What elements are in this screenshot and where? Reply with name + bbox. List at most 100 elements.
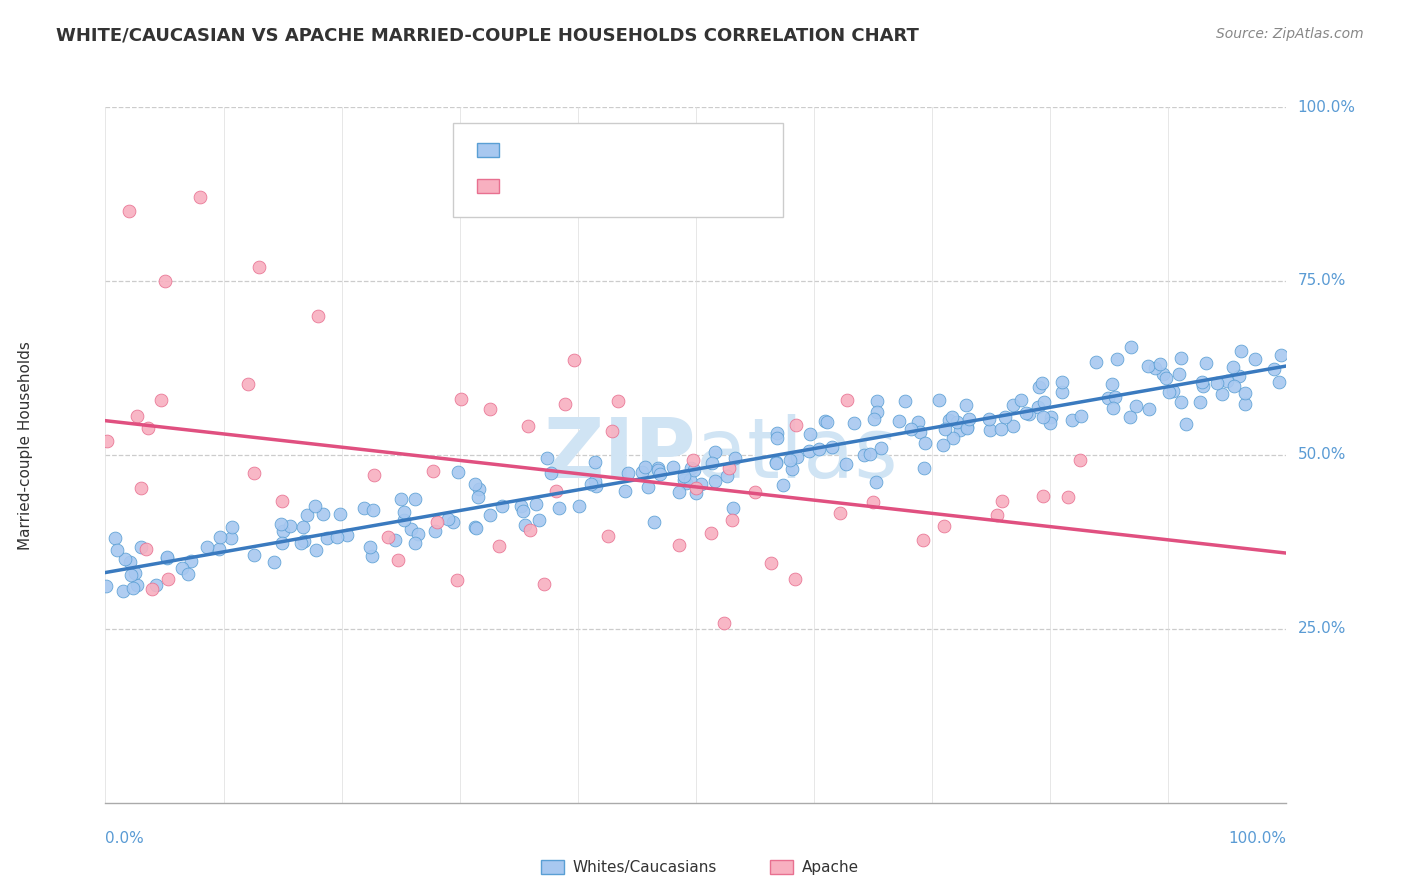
Point [94, 579, 117, 593]
Point [437, 512, 460, 526]
Point [938, 413, 960, 427]
Point [517, 419, 540, 434]
Point [1137, 402, 1160, 417]
Point [837, 393, 859, 408]
Point [157, 572, 180, 586]
Point [1223, 378, 1246, 392]
Point [844, 416, 866, 430]
Point [887, 414, 910, 428]
Point [607, 393, 630, 408]
Point [361, 502, 384, 516]
Point [156, 550, 179, 565]
Point [377, 530, 399, 544]
Point [647, 463, 669, 477]
Point [363, 467, 385, 482]
Point [136, 421, 159, 435]
Point [583, 455, 606, 469]
Point [491, 500, 513, 514]
Point [911, 533, 934, 547]
Point [195, 540, 218, 554]
Point [685, 486, 707, 500]
Text: R =: R = [508, 141, 538, 159]
Point [221, 519, 243, 533]
Point [441, 515, 464, 529]
Point [744, 485, 766, 500]
Point [990, 494, 1012, 508]
Point [392, 505, 415, 519]
Point [835, 457, 858, 471]
Point [1211, 387, 1233, 401]
Point [156, 550, 179, 565]
Point [1104, 390, 1126, 404]
Point [932, 518, 955, 533]
Point [1149, 357, 1171, 371]
Point [724, 450, 747, 465]
Point [979, 424, 1001, 438]
Point [703, 474, 725, 488]
Point [547, 500, 569, 515]
Point [180, 554, 202, 568]
Point [637, 480, 659, 494]
Point [1244, 352, 1267, 367]
Point [112, 584, 135, 599]
Point [422, 464, 444, 478]
Point [450, 392, 472, 406]
Point [1032, 394, 1054, 409]
Point [1069, 453, 1091, 467]
Point [208, 541, 231, 556]
Point [772, 478, 794, 492]
Point [821, 440, 844, 454]
Point [1229, 344, 1251, 359]
Point [271, 536, 294, 550]
Point [1154, 371, 1177, 385]
Point [602, 424, 624, 438]
Point [1060, 413, 1083, 427]
Point [1263, 362, 1285, 376]
Point [1039, 416, 1062, 430]
Point [1052, 375, 1074, 389]
Point [994, 410, 1017, 425]
Text: N =: N = [609, 177, 640, 194]
Text: 0.0%: 0.0% [105, 831, 145, 847]
Point [613, 484, 636, 499]
Text: 200: 200 [648, 141, 679, 159]
Point [683, 463, 706, 477]
Text: -0.314: -0.314 [550, 177, 603, 194]
Point [131, 481, 153, 495]
Point [464, 519, 486, 533]
Point [124, 566, 146, 580]
Point [617, 466, 640, 480]
Point [1026, 401, 1049, 415]
Point [900, 422, 922, 436]
Point [96, 434, 118, 448]
Point [243, 548, 266, 562]
Point [934, 422, 956, 436]
Point [425, 524, 447, 538]
Point [1107, 352, 1129, 367]
Point [797, 444, 820, 458]
Point [524, 497, 547, 511]
Point [957, 411, 980, 425]
Point [912, 461, 935, 475]
Point [946, 415, 969, 429]
Point [583, 474, 606, 488]
Point [699, 525, 721, 540]
Point [297, 508, 319, 523]
Point [1125, 399, 1147, 413]
Point [533, 576, 555, 591]
Point [129, 540, 152, 554]
Point [1097, 392, 1119, 406]
Point [1002, 418, 1025, 433]
Point [700, 456, 723, 470]
Point [1119, 409, 1142, 424]
Point [512, 503, 534, 517]
Point [1085, 354, 1108, 368]
Text: atlas: atlas [696, 415, 897, 495]
Point [1010, 393, 1032, 408]
Point [188, 190, 211, 204]
Point [1227, 368, 1250, 383]
Point [1101, 377, 1123, 392]
Point [263, 555, 285, 569]
Point [404, 492, 426, 507]
Point [648, 467, 671, 481]
